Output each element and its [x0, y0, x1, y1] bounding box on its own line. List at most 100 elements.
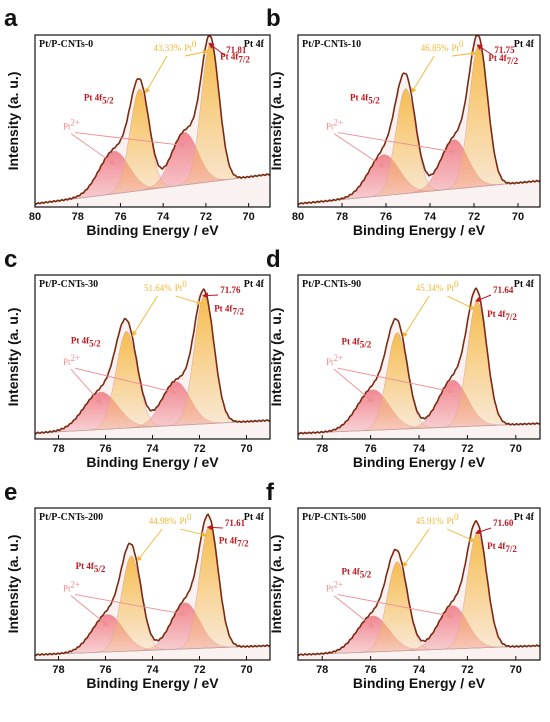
- x-tick-label: 80: [29, 211, 41, 223]
- pt0-arrow-left: [132, 295, 158, 337]
- pt4f72-label: Pt 4f7/2: [220, 51, 250, 64]
- pt4f52-label: Pt 4f5/2: [71, 336, 101, 349]
- pt2-label: Pt2+: [63, 580, 80, 594]
- panel-a: 80 78 76 74 72 70 Binding Energy / eV Intensity…: [4, 5, 271, 238]
- pt4f52-text: Pt 4f: [84, 93, 103, 103]
- pt0-label: 46.85% Pt0: [421, 39, 464, 53]
- x-axis-label: Binding Energy / eV: [86, 222, 219, 238]
- pt4f52-sub: 5/2: [89, 339, 101, 349]
- pt0-label: 45.91% Pt0: [416, 512, 459, 526]
- pt4f72-label: Pt 4f7/2: [487, 541, 517, 554]
- sample-name: Pt/P-CNTs-10: [302, 39, 361, 50]
- pt0-superscript: 0: [192, 39, 197, 49]
- x-tick-label: 78: [52, 664, 64, 676]
- y-axis-label: Intensity (a. u.): [5, 535, 21, 634]
- pt4f52-sub: 5/2: [94, 564, 106, 574]
- pt0-arrow-left: [136, 528, 163, 562]
- pt2-text: Pt: [63, 584, 71, 594]
- pt0-text: Pt: [447, 516, 455, 526]
- fit-envelope: [34, 513, 271, 657]
- panel-d: 78 76 74 72 70 Binding Energy / eV Intensity (…: [266, 246, 541, 470]
- pt4f72-text: Pt 4f: [219, 535, 238, 545]
- pt0-text: Pt: [447, 283, 455, 293]
- pt0-arrow-right: [180, 528, 207, 537]
- pt2-arrow-right: [337, 132, 456, 154]
- y-axis-label: Intensity (a. u.): [268, 72, 284, 171]
- pt2-arrow-left: [70, 133, 115, 165]
- corner-label: Pt 4f: [514, 512, 535, 523]
- x-tick-label: 78: [72, 211, 84, 223]
- sample-name: Pt/P-CNTs-200: [39, 512, 103, 523]
- pt0-superscript: 0: [459, 39, 464, 49]
- pt4f72-sub: 7/2: [238, 54, 250, 64]
- pt2-superscript: 2+: [334, 118, 344, 128]
- pt2-text: Pt: [326, 584, 334, 594]
- pt4f52-label: Pt 4f5/2: [341, 337, 371, 350]
- x-tick-label: 70: [243, 211, 255, 223]
- pt0-percent: 45.91%: [416, 516, 444, 526]
- x-tick-label: 76: [114, 211, 126, 223]
- peak-value-arrow: [476, 44, 493, 56]
- pt2-arrow-left: [333, 133, 385, 168]
- x-axis-label: Binding Energy / eV: [86, 675, 219, 691]
- pt4f72-sub: 7/2: [507, 56, 519, 66]
- x-tick-label: 78: [316, 443, 328, 455]
- pt2-text: Pt: [63, 122, 71, 132]
- x-tick-label: 72: [193, 443, 205, 455]
- pt0-percent: 43.33%: [154, 43, 182, 53]
- fit-envelope: [34, 287, 271, 435]
- pt0-superscript: 0: [454, 279, 459, 289]
- peak-value-arrow: [202, 292, 219, 299]
- sample-name: Pt/P-CNTs-0: [39, 39, 93, 50]
- pt0-arrow-left: [411, 55, 435, 94]
- x-tick-label: 72: [461, 443, 473, 455]
- baseline: [297, 423, 541, 434]
- x-axis-label: Binding Energy / eV: [353, 675, 486, 691]
- plot-frame: [297, 34, 541, 208]
- peak-value: 71.61: [225, 518, 246, 528]
- pt0-superscript: 0: [187, 512, 192, 522]
- pt4f52-sub: 5/2: [102, 96, 114, 106]
- x-tick-label: 76: [364, 664, 376, 676]
- pt2-superscript: 2+: [71, 580, 81, 590]
- pt0-label: 44.98% Pt0: [149, 512, 192, 526]
- pt0-percent: 45.34%: [416, 283, 444, 293]
- peak-value: 71.81: [226, 45, 247, 55]
- peak-value-arrow: [474, 294, 492, 302]
- pt0-arrow-right: [452, 50, 477, 57]
- pt0-peak-1: [298, 332, 540, 434]
- pt4f72-label: Pt 4f7/2: [488, 53, 518, 66]
- panel-b: 80 78 76 74 72 70 Binding Energy / eV Intensity…: [266, 5, 541, 238]
- x-tick-label: 72: [468, 211, 480, 223]
- plot-frame: [34, 34, 271, 208]
- panel-letter: b: [266, 5, 281, 32]
- sample-name: Pt/P-CNTs-500: [302, 512, 366, 523]
- baseline: [297, 645, 541, 656]
- pt2-label: Pt2+: [326, 353, 343, 367]
- pt0-text: Pt: [179, 516, 187, 526]
- peak-value: 71.64: [493, 285, 514, 295]
- corner-label: Pt 4f: [514, 279, 535, 290]
- pt2-superscript: 2+: [71, 353, 81, 363]
- pt4f72-label: Pt 4f7/2: [219, 535, 249, 548]
- pt0-superscript: 0: [454, 512, 459, 522]
- pt4f72-text: Pt 4f: [488, 53, 507, 63]
- pt4f72-label: Pt 4f7/2: [214, 304, 244, 317]
- sample-name: Pt/P-CNTs-30: [39, 279, 98, 290]
- x-tick-label: 70: [240, 664, 252, 676]
- pt2-arrow-left: [333, 368, 374, 403]
- pt4f72-sub: 7/2: [232, 307, 244, 317]
- pt0-label: 43.33% Pt0: [154, 39, 197, 53]
- panel-letter: d: [266, 246, 281, 273]
- x-tick-label: 74: [146, 664, 159, 676]
- pt0-percent: 51.64%: [144, 283, 172, 293]
- x-tick-label: 76: [364, 443, 376, 455]
- fit-envelope: [297, 34, 541, 206]
- pt0-arrow-left: [402, 528, 430, 568]
- panel-letter: f: [266, 479, 275, 506]
- x-axis-label: Binding Energy / eV: [353, 454, 486, 470]
- pt4f72-sub: 7/2: [505, 544, 517, 554]
- fit-envelope: [297, 287, 541, 435]
- pt4f72-sub: 7/2: [505, 312, 517, 322]
